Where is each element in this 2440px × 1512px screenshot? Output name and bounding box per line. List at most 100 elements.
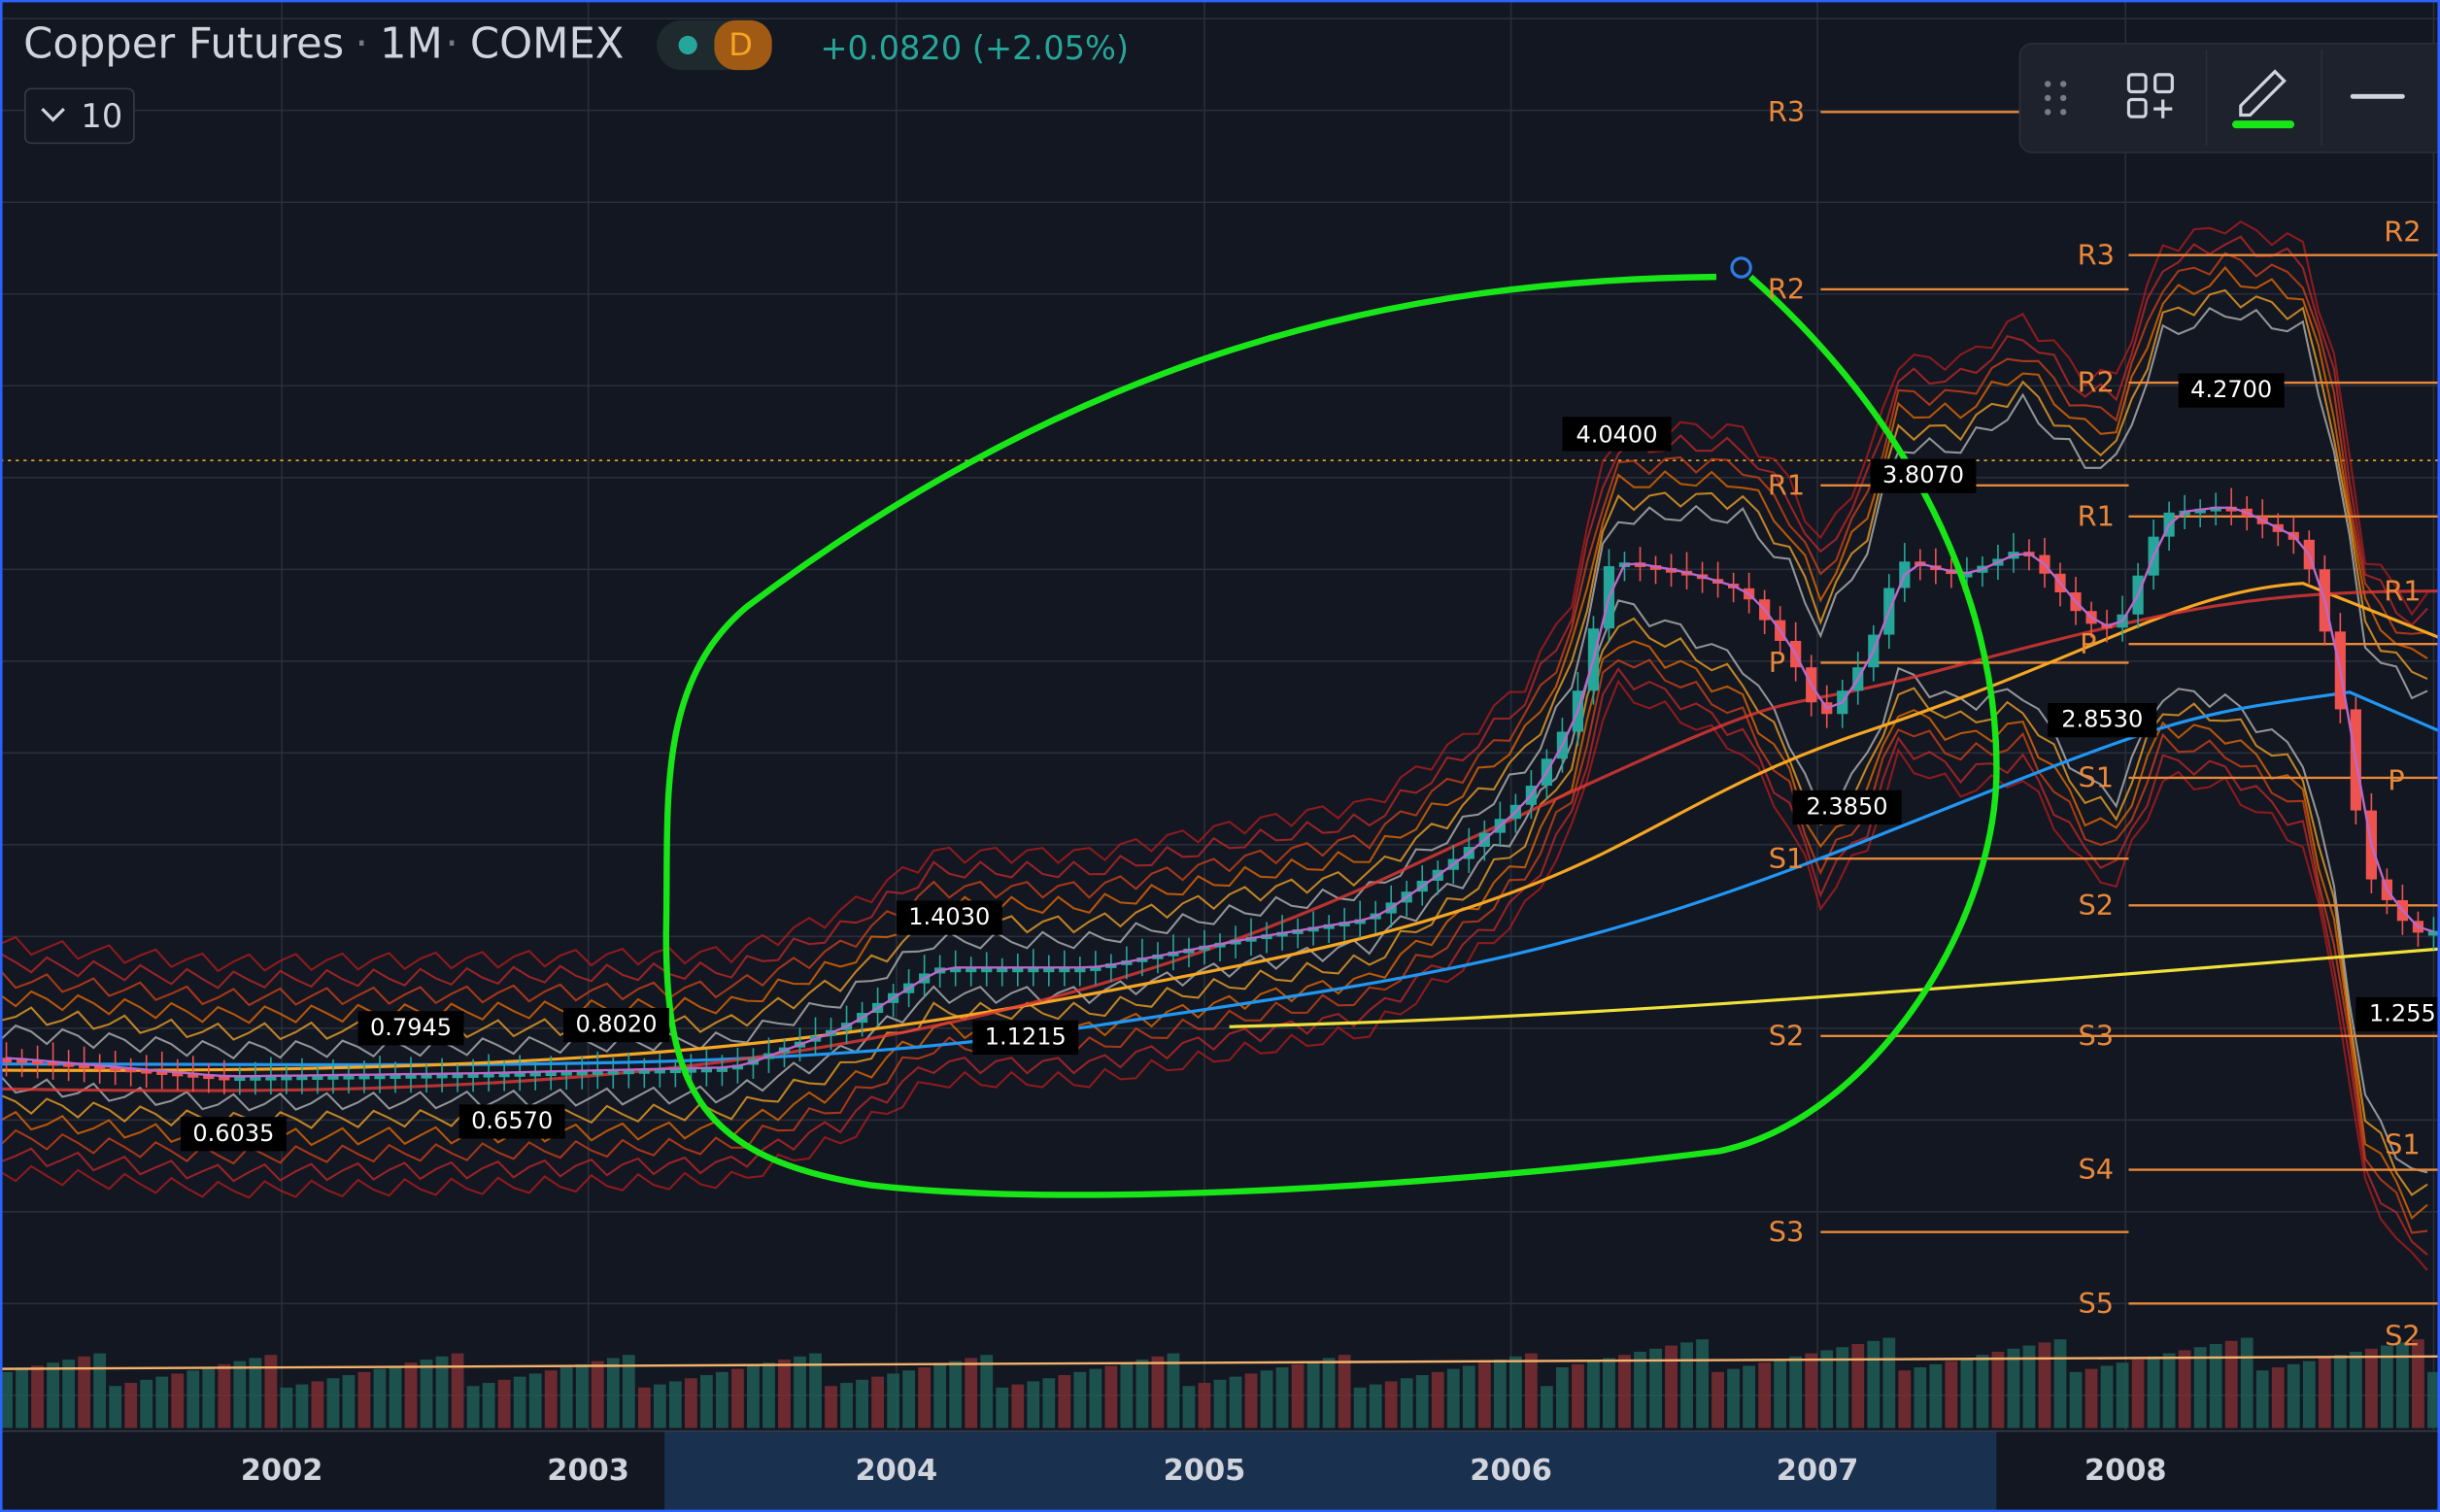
volume-bar [918,1367,932,1428]
candle-body [981,967,993,973]
volume-bar [1665,1345,1678,1428]
volume-bar [389,1365,402,1428]
templates-button[interactable] [2126,73,2174,118]
volume-bar [466,1386,480,1428]
volume-bar [16,1368,28,1428]
volume-bar [559,1367,573,1428]
volume-bar [1524,1353,1538,1428]
volume-bar [1291,1363,1305,1428]
volume-bar [109,1386,122,1428]
volume-bar [2427,1371,2440,1428]
volume-bar [1135,1360,1149,1428]
volume-bar [2038,1342,2051,1428]
band-line [0,306,2428,1060]
volume-bar [1011,1384,1025,1428]
band-line [0,666,2428,1256]
volume-bar [2178,1350,2191,1428]
shape [1870,458,1977,493]
volume-bar [684,1378,697,1428]
candle-body [452,1073,463,1079]
x-tick-label: 2004 [855,1454,937,1488]
x-tick-label: 2008 [2084,1454,2167,1488]
volume-bar [762,1362,775,1428]
pivot-labels: R3 R2 R1 P S1 S2 S3 R3 R2 R1 P S1 S2 S3 … [1768,95,2422,1353]
band-line [0,599,2428,1174]
band-line [0,265,2428,1025]
volume-bar [202,1367,216,1428]
shape [2126,97,2148,118]
volume-bar [373,1368,387,1428]
price-label: 0.6035 [192,1120,274,1147]
candle-body [234,1076,246,1082]
pivot-label: R1 [1768,468,1805,501]
volume-bar [1805,1353,1818,1428]
pivot-label: S5 [2079,1287,2115,1320]
volume-bar [264,1355,278,1428]
candle-body [623,1069,634,1075]
candle-body [483,1072,494,1078]
volume-bar [2069,1371,2083,1428]
volume-bar [1634,1352,1646,1428]
price-label: 4.2700 [2190,376,2272,403]
candle-body [576,1070,588,1076]
volume-bar [809,1353,822,1428]
band-line [0,658,2428,1234]
band-line [0,617,2428,1196]
drag-handle[interactable] [2044,81,2067,116]
volume-bar [404,1362,418,1428]
candle-body [79,1063,90,1069]
volume-bar [1898,1370,1912,1428]
volume-bar [2209,1344,2222,1428]
candle-body [436,1073,448,1079]
candle-body [2210,506,2221,512]
volume-bar [949,1361,963,1428]
volume-bar [1743,1365,1756,1428]
volume-bar [155,1376,169,1428]
symbol-title: Copper Futures [23,20,344,69]
volume-bar [1027,1381,1040,1428]
candle-body [607,1069,619,1075]
volume-bar [965,1358,978,1428]
volume-bar [1213,1379,1227,1428]
volume-bar [451,1353,464,1428]
volume-bar [606,1358,620,1428]
pencil-button[interactable] [2239,69,2287,118]
volume-bar [1836,1347,1849,1428]
volume-bar [2396,1342,2409,1428]
shape [0,582,2440,1072]
volume-bar [1649,1348,1662,1428]
candle-body [358,1074,370,1080]
volume-bar [1493,1360,1507,1428]
candle-body [1074,967,1086,973]
volume-bar [1089,1368,1102,1428]
shape [972,1020,1079,1056]
volume-bar [2053,1339,2067,1428]
candle-body [498,1072,510,1078]
candle-body [1028,967,1039,973]
candle-body [950,967,962,973]
price-labels: 4.0400 3.8070 4.2700 2.3850 2.8530 1.403… [180,373,2440,1152]
candle-body [94,1064,106,1070]
price-label: 1.4030 [908,903,990,930]
volume-bar [2131,1360,2145,1428]
volume-bar [871,1376,884,1428]
volume-bar [1306,1361,1320,1428]
indicators-toggle[interactable] [23,87,135,145]
pivot-label: S3 [1769,1215,1805,1248]
candle-body [966,967,977,973]
volume-bar [1851,1344,1865,1428]
volume-bar [2193,1347,2207,1428]
pivot-label: R3 [1768,95,1805,128]
shape [1562,417,1672,452]
volume-bar [2287,1363,2300,1428]
volume-bar [1462,1365,1475,1428]
candle-body [281,1075,292,1081]
candle-body [685,1067,696,1073]
volume-bar [1991,1352,2005,1428]
delay-badge[interactable] [714,19,772,71]
candle-body [16,1058,28,1063]
volume-bar [1867,1340,1881,1428]
price-label: 0.8020 [575,1011,657,1038]
shape [896,900,1002,935]
